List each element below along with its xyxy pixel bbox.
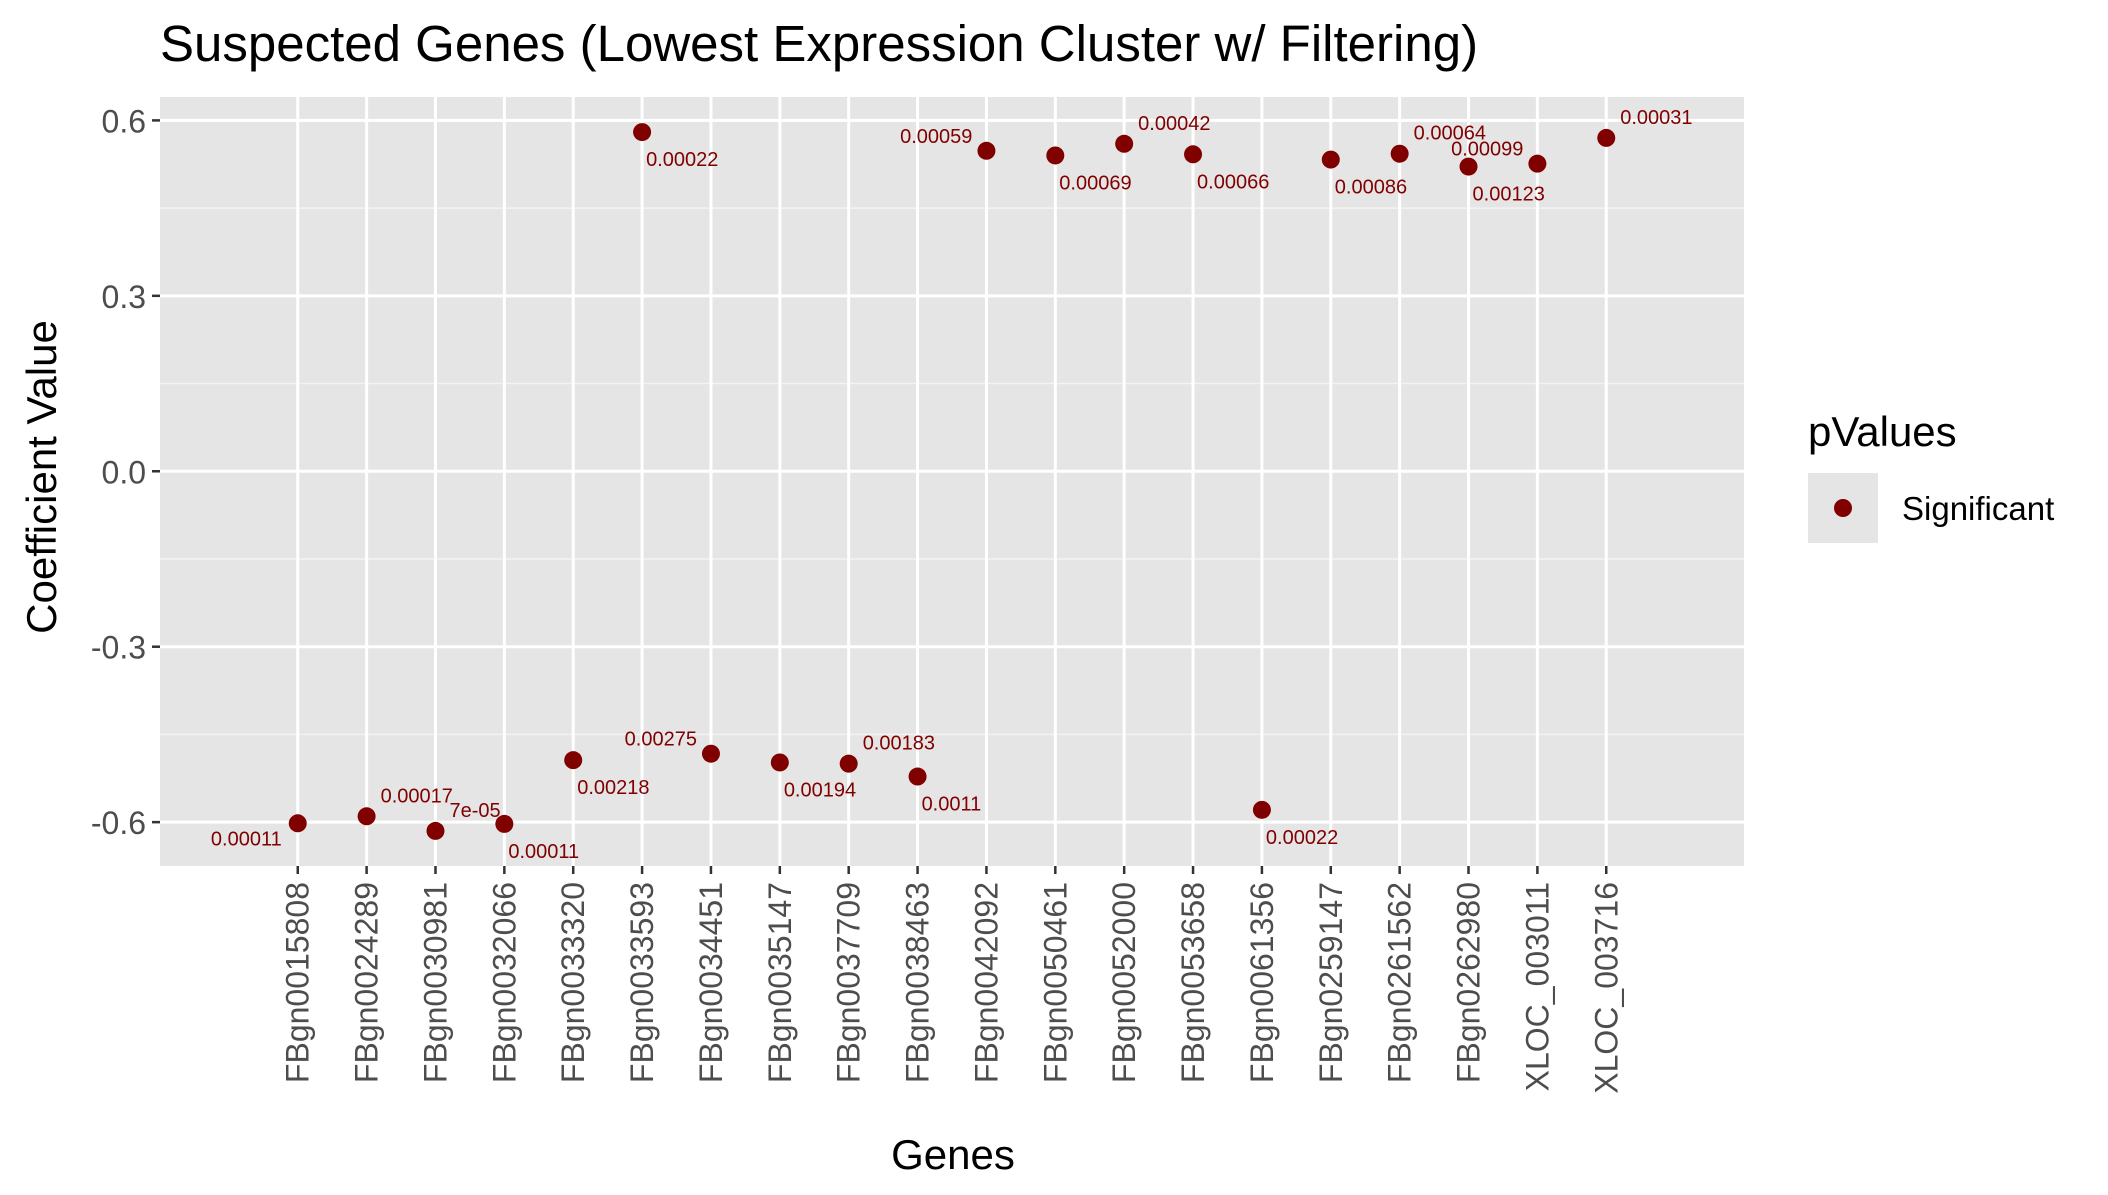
x-tick-label: FBgn0030981 — [417, 882, 453, 1083]
legend-title: pValues — [1808, 408, 1957, 455]
data-label: 0.00218 — [577, 777, 649, 799]
data-point — [357, 807, 376, 826]
data-point — [908, 767, 927, 786]
data-label: 0.00194 — [784, 779, 856, 801]
x-tick-label: FBgn0052000 — [1106, 882, 1142, 1083]
data-label: 0.00183 — [863, 733, 935, 755]
x-tick-label: FBgn0037709 — [831, 882, 867, 1083]
x-tick-label: FBgn0038463 — [900, 882, 936, 1083]
x-tick-label: XLOC_003716 — [1588, 882, 1624, 1094]
x-tick-label: FBgn0034451 — [693, 882, 729, 1083]
x-tick-label: FBgn0032066 — [486, 882, 522, 1083]
x-tick-label: FBgn0033593 — [624, 882, 660, 1083]
x-tick-label: FBgn0053658 — [1175, 882, 1211, 1083]
data-point — [288, 814, 307, 833]
data-point — [633, 123, 652, 142]
x-tick-label: FBgn0050461 — [1037, 882, 1073, 1083]
x-tick-label: FBgn0024289 — [349, 882, 385, 1083]
data-label: 0.0011 — [922, 794, 982, 816]
data-point — [1597, 128, 1616, 147]
data-point — [1184, 145, 1203, 164]
x-tick-label: FBgn0061356 — [1244, 882, 1280, 1083]
data-point — [1390, 144, 1409, 163]
data-label: 0.00017 — [381, 785, 453, 807]
x-tick-label: FBgn0261562 — [1382, 882, 1418, 1083]
x-tick-label: XLOC_003011 — [1519, 882, 1555, 1091]
data-label: 0.00275 — [625, 729, 697, 751]
data-point — [701, 744, 720, 763]
data-point — [426, 821, 445, 840]
x-tick-label: FBgn0042092 — [968, 882, 1004, 1083]
x-tick-label: FBgn0033320 — [555, 882, 591, 1083]
legend-dot-icon — [1834, 499, 1852, 517]
x-tick-label: FBgn0259147 — [1313, 882, 1349, 1083]
data-point — [564, 751, 583, 770]
data-label: 0.00022 — [646, 149, 718, 171]
data-point — [1321, 150, 1340, 169]
chart-title: Suspected Genes (Lowest Expression Clust… — [160, 15, 1479, 72]
y-tick-label: 0.3 — [102, 279, 146, 315]
data-label: 0.00042 — [1138, 113, 1210, 135]
panel-background — [160, 97, 1744, 866]
legend-key — [1808, 473, 1878, 543]
data-label: 7e-05 — [449, 800, 500, 822]
y-tick-label: 0.0 — [102, 454, 146, 490]
data-point — [1046, 146, 1065, 165]
data-label: 0.00123 — [1473, 184, 1545, 206]
y-tick-label: -0.3 — [91, 630, 146, 666]
legend-label: Significant — [1902, 490, 2055, 527]
data-label: 0.00022 — [1266, 827, 1338, 849]
data-label: 0.00031 — [1620, 107, 1692, 129]
y-tick-label: -0.6 — [91, 805, 146, 841]
data-point — [1252, 800, 1271, 819]
data-point — [1528, 154, 1547, 173]
data-point — [1459, 157, 1478, 176]
data-point — [977, 141, 996, 160]
x-tick-label: FBgn0015808 — [280, 882, 316, 1083]
data-label: 0.00066 — [1197, 171, 1269, 193]
data-label: 0.00011 — [211, 828, 282, 850]
y-axis-title: Coefficient Value — [18, 320, 65, 634]
data-label: 0.00099 — [1451, 139, 1523, 161]
x-tick-label: FBgn0035147 — [762, 882, 798, 1083]
data-point — [770, 753, 789, 772]
data-point — [839, 754, 858, 773]
data-label: 0.00069 — [1059, 172, 1131, 194]
data-label: 0.00011 — [508, 841, 579, 863]
data-label: 0.00086 — [1335, 177, 1407, 199]
x-tick-label: FBgn0262980 — [1451, 882, 1487, 1083]
data-point — [1115, 134, 1134, 153]
data-label: 0.00059 — [900, 126, 972, 148]
data-label: 0.00064 — [1414, 123, 1486, 145]
data-point — [495, 814, 514, 833]
y-tick-label: 0.6 — [102, 103, 146, 139]
x-axis-title: Genes — [891, 1131, 1015, 1178]
